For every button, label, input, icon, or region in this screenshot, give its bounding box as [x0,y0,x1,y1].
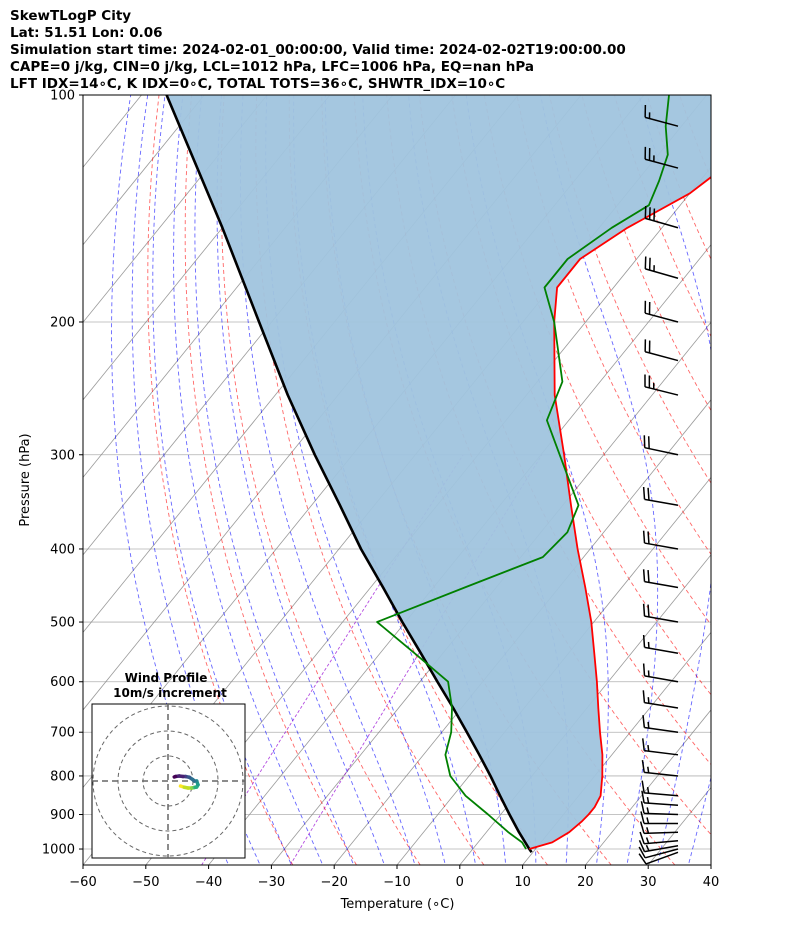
dry-adiabat [679,95,711,180]
x-tick-label: −30 [258,875,285,890]
wind-barb [644,256,679,279]
x-axis-label: Temperature (∘C) [340,897,455,912]
chart-header: SkewTLogP City Lat: 51.51 Lon: 0.06 Simu… [10,8,626,93]
wind-barb [642,690,679,709]
y-axis-label: Pressure (hPa) [18,433,33,526]
moist-adiabat [265,95,446,865]
data-layer [165,95,711,854]
dry-adiabat [745,95,794,865]
moist-adiabat [239,95,416,865]
moist-adiabat [216,95,385,865]
x-tick-label: −60 [69,875,96,890]
moist-adiabat [152,95,292,865]
time-line: Simulation start time: 2024-02-01_00:00:… [10,42,626,58]
wind-barb [640,811,678,825]
y-tick-label: 400 [50,542,75,557]
isotherm [83,95,205,246]
moist-adiabat [540,95,659,865]
x-tick-label: 20 [577,875,594,890]
temperature-line [529,176,711,850]
isotherm [647,786,711,865]
isotherm [333,399,711,865]
wind-barb [642,634,679,654]
moist-adiabat [173,95,324,865]
wind-barb [640,801,679,816]
wind-barb [639,821,679,835]
dry-adiabat [386,95,711,836]
x-tick-label: 40 [703,875,720,890]
x-tick-label: −20 [320,875,347,890]
wind-barb [638,840,679,853]
location-line: Lat: 51.51 Lon: 0.06 [10,25,163,41]
isotherm [585,709,711,865]
dry-adiabat [220,95,421,865]
isotherm [83,95,268,323]
wind-barb [638,846,679,859]
parcel-profile-line [165,95,533,854]
isotherm [0,95,79,865]
wind-barb [638,851,679,865]
dry-adiabat [777,95,794,865]
y-tick-label: 1000 [42,843,75,858]
wind-barb [641,760,679,777]
wind-barb [644,300,679,323]
wind-barb [644,146,679,169]
moist-adiabat [687,776,711,865]
y-tick-label: 200 [50,315,75,330]
hodograph-segment [172,774,178,779]
wind-barb [643,435,679,456]
x-tick-label: 30 [640,875,657,890]
wind-barb [642,486,679,506]
dry-adiabat [712,95,794,865]
x-tick-label: 10 [514,875,531,890]
x-tick-label: −40 [195,875,222,890]
dry-adiabat [646,95,711,261]
wind-barb [644,374,679,396]
isotherm [710,864,711,865]
y-tick-label: 600 [50,675,75,690]
wind-barb [641,790,679,807]
cape-cin-shading [166,95,711,849]
wind-barb [644,339,679,362]
x-tick-label: −50 [132,875,159,890]
y-tick-label: 800 [50,769,75,784]
wind-barb [642,663,679,683]
moist-adiabat [194,95,355,865]
y-tick-label: 100 [50,89,75,104]
wind-barb [642,715,679,733]
y-tick-label: 700 [50,726,75,741]
stability-line: CAPE=0 j/kg, CIN=0 j/kg, LCL=1012 hPa, L… [10,59,535,75]
x-tick-label: −10 [383,875,410,890]
wind-barb [644,206,679,229]
x-tick-label: 0 [456,875,464,890]
hodograph-subtitle: 10m/s increment [113,686,227,700]
index-line: LFT IDX=14∘C, K IDX=0∘C, TOTAL TOTS=36∘C… [10,76,506,92]
hodograph-title: Wind Profile [125,671,208,685]
axes-layer: −60 −50 −40 −30 −20 −10 0 10 20 30 40 100 200 300 400 5… [42,89,719,891]
dry-adiabat [184,95,357,865]
dry-adiabat [255,95,485,865]
isotherm [271,321,711,865]
wind-barb [641,780,679,797]
wind-barb [642,603,679,623]
isotherm [522,631,711,865]
wind-barb [639,831,679,845]
wind-barb [644,105,679,127]
isotherm [774,95,794,865]
wind-barb [642,569,679,589]
dewpoint-line [376,95,670,850]
y-tick-label: 900 [50,808,75,823]
y-tick-label: 300 [50,448,75,463]
chart-title: SkewTLogP City [10,8,132,24]
y-tick-label: 500 [50,616,75,631]
wind-barbs [638,105,679,865]
wind-barb [642,530,679,550]
wind-barb [641,738,679,756]
moist-adiabat [718,95,794,870]
dry-adiabat [147,95,294,865]
